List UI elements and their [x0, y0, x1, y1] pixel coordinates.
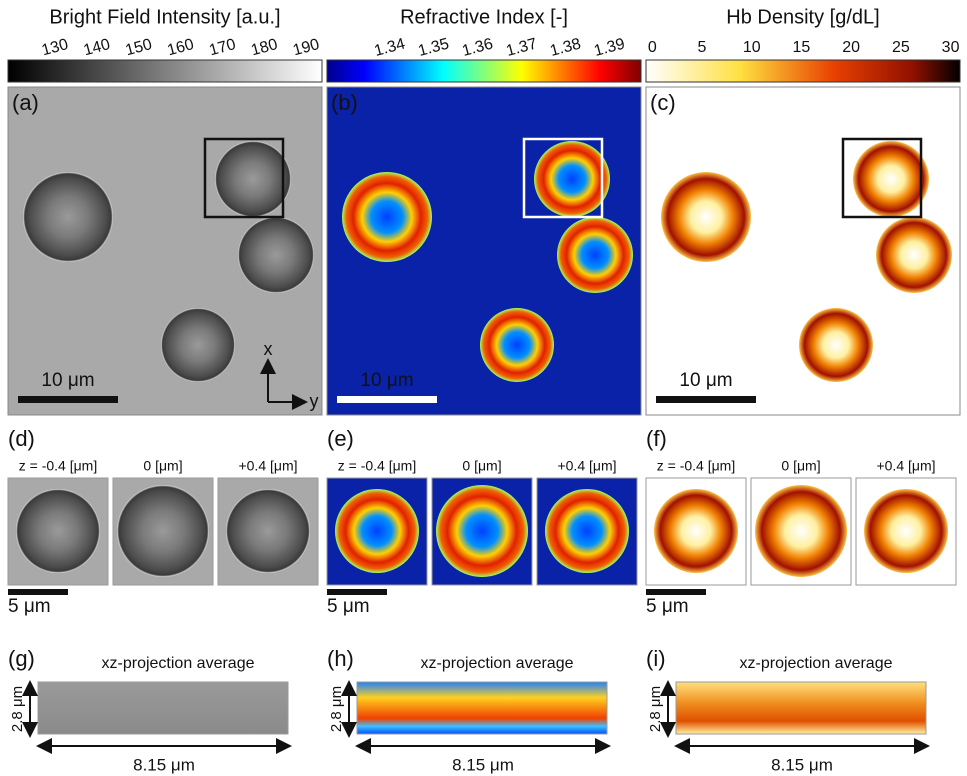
z-label: 0 [μm] — [781, 458, 820, 474]
axis-label: x — [264, 339, 273, 359]
cell — [534, 141, 610, 217]
z-label: +0.4 [μm] — [238, 458, 297, 474]
figure: Bright Field Intensity [a.u.]13014015016… — [0, 0, 967, 776]
colorbar-tick-label: 1.37 — [504, 35, 539, 60]
cell — [16, 489, 100, 573]
cell — [654, 489, 738, 573]
z-label: z = -0.4 [μm] — [338, 458, 416, 474]
panel-label: (c) — [650, 90, 676, 115]
cell — [342, 172, 432, 262]
cell — [436, 485, 528, 577]
width-label: 8.15 μm — [133, 755, 195, 774]
scale-bar — [337, 396, 437, 403]
colorbar-tick-label: 190 — [291, 36, 321, 59]
scale-bar-label: 5 μm — [327, 596, 370, 617]
panel-label: (i) — [646, 646, 666, 671]
colorbar-title: Bright Field Intensity [a.u.] — [49, 6, 280, 28]
axis-label: y — [310, 391, 319, 411]
z-label: 0 [μm] — [143, 458, 182, 474]
scale-bar-label: 5 μm — [646, 596, 689, 617]
projection-title: xz-projection average — [421, 655, 574, 672]
scale-bar-label: 10 μm — [41, 370, 94, 391]
cell — [876, 217, 952, 293]
scale-bar — [8, 589, 68, 595]
projection-title: xz-projection average — [740, 655, 893, 672]
colorbar-tick-label: 20 — [842, 39, 860, 56]
colorbar-tick-label: 10 — [743, 39, 761, 56]
colorbar-title: Hb Density [g/dL] — [726, 6, 879, 28]
colorbar-tick-label: 170 — [207, 36, 237, 59]
projection-image — [357, 682, 607, 734]
colorbar-tick-label: 1.39 — [592, 35, 627, 60]
scale-bar — [327, 589, 387, 595]
panel-label: (f) — [646, 426, 667, 451]
width-label: 8.15 μm — [452, 755, 514, 774]
cell — [799, 308, 873, 382]
panel-label: (h) — [327, 646, 354, 671]
z-label: +0.4 [μm] — [876, 458, 935, 474]
colorbar-tick-label: 150 — [124, 36, 154, 59]
scale-bar — [646, 589, 706, 595]
cell — [480, 308, 554, 382]
panel-label: (g) — [8, 646, 35, 671]
colorbar-tick-label: 1.34 — [372, 35, 407, 60]
scale-bar-label: 10 μm — [360, 370, 413, 391]
height-label: 2.8 μm — [9, 686, 26, 732]
colorbar-tick-label: 0 — [648, 39, 657, 56]
cell — [557, 217, 633, 293]
cell — [755, 485, 847, 577]
colorbar-tick-label: 30 — [942, 39, 960, 56]
height-label: 2.8 μm — [328, 686, 345, 732]
scale-bar — [18, 396, 118, 403]
z-label: z = -0.4 [μm] — [657, 458, 735, 474]
z-label: z = -0.4 [μm] — [19, 458, 97, 474]
colorbar-tick-label: 160 — [166, 36, 196, 59]
cell — [215, 141, 291, 217]
cell — [864, 489, 948, 573]
panel-label: (e) — [327, 426, 354, 451]
colorbar-tick-label: 1.35 — [416, 35, 451, 60]
colorbar-tick-label: 130 — [40, 36, 70, 59]
colorbar-tick-label: 140 — [82, 36, 112, 59]
z-label: +0.4 [μm] — [557, 458, 616, 474]
cell — [238, 217, 314, 293]
cell — [226, 489, 310, 573]
colorbar — [327, 60, 641, 82]
cell — [661, 172, 751, 262]
cell — [161, 308, 235, 382]
panel-label: (b) — [331, 90, 358, 115]
panel-label: (d) — [8, 426, 35, 451]
projection-image — [676, 682, 926, 734]
z-label: 0 [μm] — [462, 458, 501, 474]
colorbar-tick-label: 180 — [249, 36, 279, 59]
cell — [23, 172, 113, 262]
scale-bar-label: 5 μm — [8, 596, 51, 617]
cell — [545, 489, 629, 573]
colorbar — [8, 60, 322, 82]
projection-image — [38, 682, 288, 734]
panel-label: (a) — [12, 90, 39, 115]
colorbar-tick-label: 25 — [892, 39, 910, 56]
projection-title: xz-projection average — [102, 655, 255, 672]
colorbar-tick-label: 1.38 — [548, 35, 583, 60]
scale-bar — [656, 396, 756, 403]
colorbar-tick-label: 5 — [698, 39, 707, 56]
height-label: 2.8 μm — [647, 686, 664, 732]
colorbar-tick-label: 1.36 — [460, 35, 495, 60]
cell — [335, 489, 419, 573]
colorbar — [646, 60, 960, 82]
scale-bar-label: 10 μm — [679, 370, 732, 391]
colorbar-title: Refractive Index [-] — [400, 6, 568, 28]
colorbar-tick-label: 15 — [793, 39, 811, 56]
width-label: 8.15 μm — [771, 755, 833, 774]
cell — [853, 141, 929, 217]
cell — [117, 485, 209, 577]
